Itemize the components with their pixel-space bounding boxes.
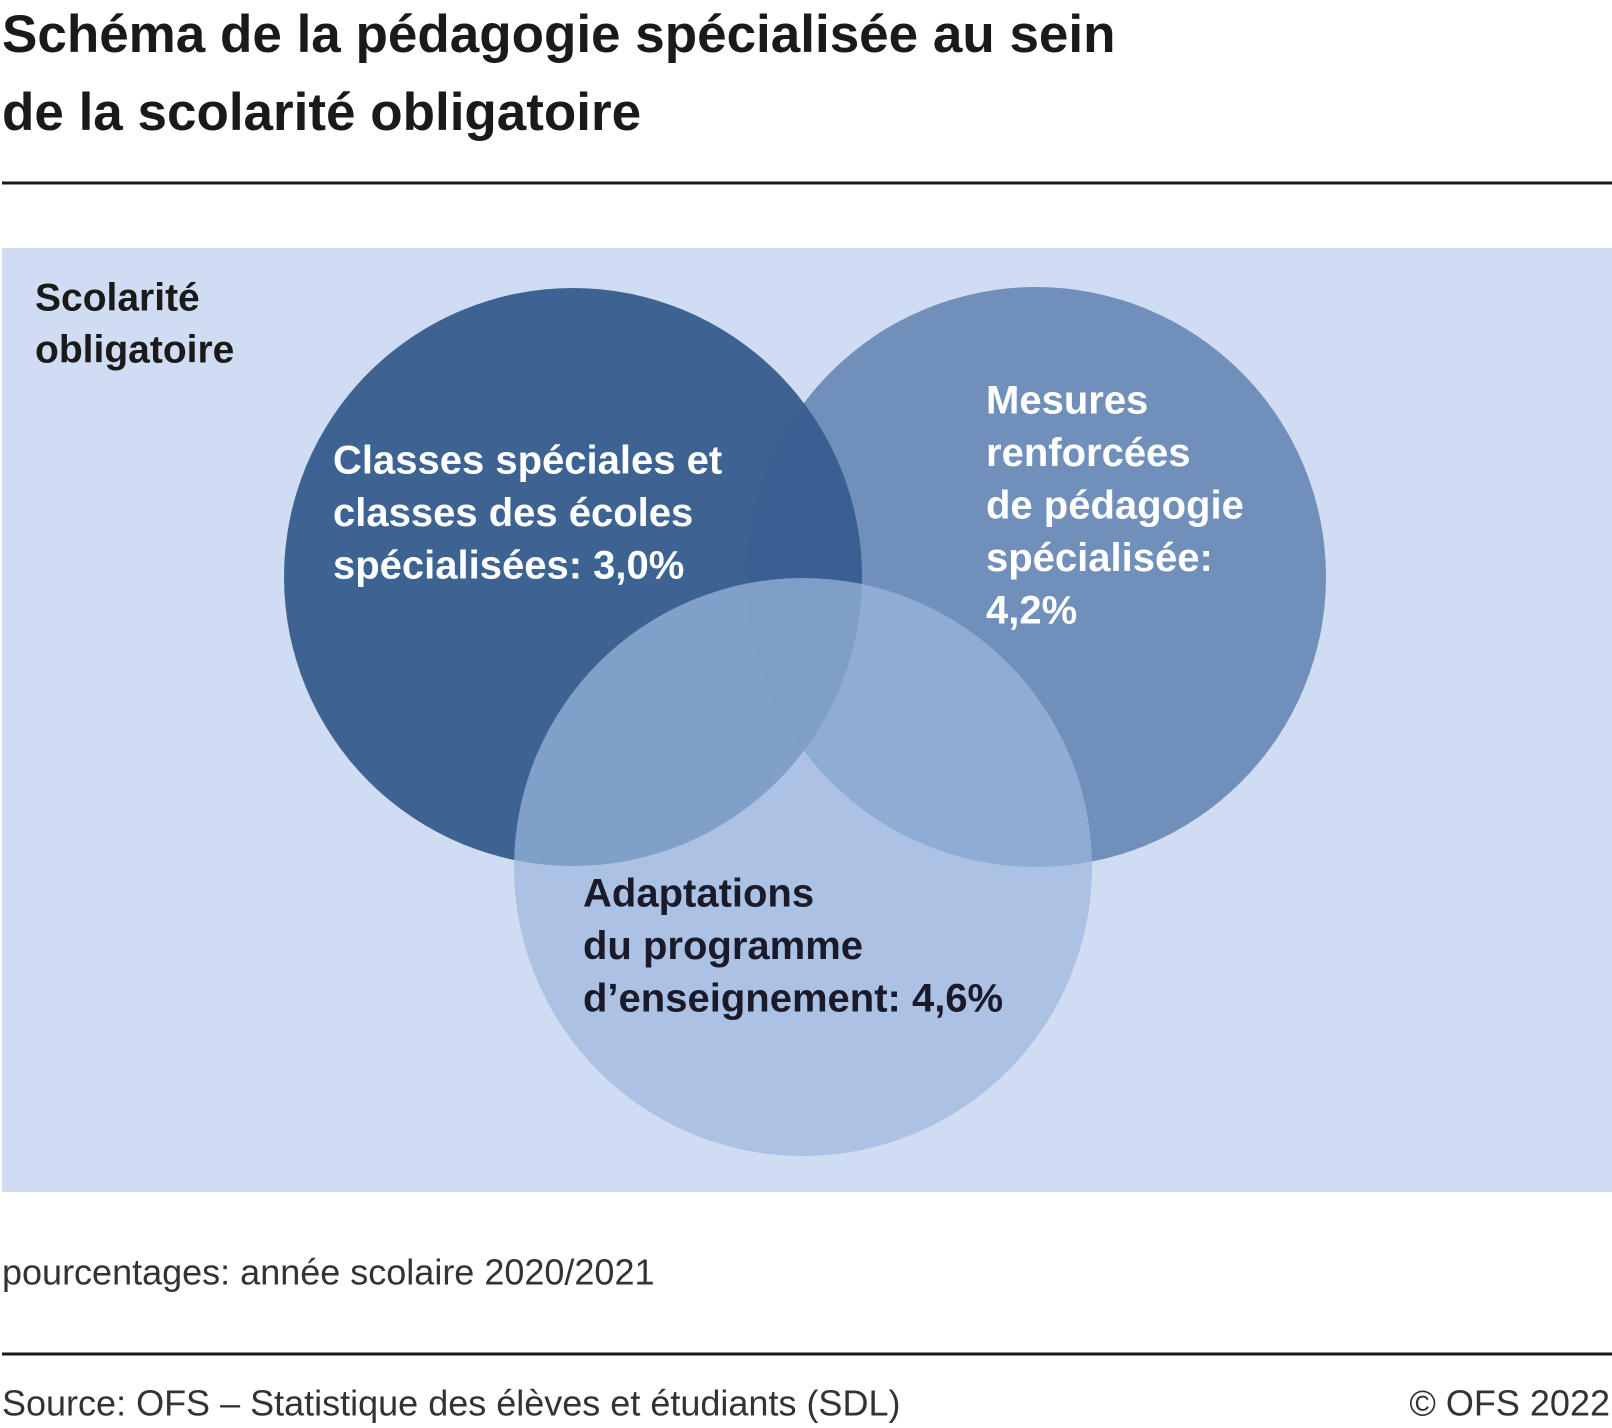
title-line: Schéma de la pédagogie spécialisée au se… [2,5,1116,64]
circle-label-line: Classes spéciales et [333,439,722,483]
circle-label-line: renforcées [986,431,1191,475]
circle-label-line: classes des écoles [333,491,693,535]
circle-label-line: du programme [583,924,863,968]
panel-label-line: obligatoire [35,328,234,371]
circle-adaptations [514,578,1092,1156]
panel-label-line: Scolarité [35,276,200,319]
circle-label-line: spécialisées: 3,0% [333,544,684,588]
note: pourcentages: année scolaire 2020/2021 [2,1252,655,1293]
circle-label-line: d’enseignement: 4,6% [583,977,1003,1021]
circle-labels: Classes spéciales et classes des écoles sp… [333,379,1244,1021]
source: Source: OFS – Statistique des élèves et … [2,1383,900,1424]
circle-label-line: de pédagogie [986,484,1244,528]
circle-label-line: Mesures [986,379,1148,423]
copyright: © OFS 2022 [1409,1383,1610,1424]
panel-label: Scolarité obligatoire [35,276,234,371]
title: Schéma de la pédagogie spécialisée au se… [2,5,1116,142]
circle-label-line: spécialisée: [986,536,1213,580]
circle-label-line: 4,2% [986,589,1077,633]
circle-label-line: Adaptations [583,872,814,916]
title-line: de la scolarité obligatoire [2,83,641,142]
